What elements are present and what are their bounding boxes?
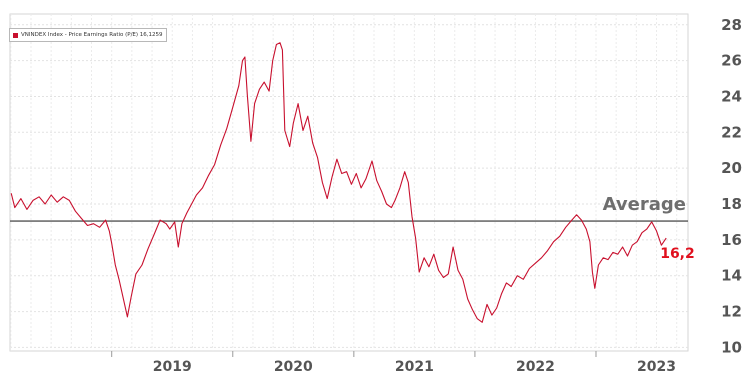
y-tick-label: 10 — [721, 338, 742, 356]
y-tick-label: 22 — [721, 123, 742, 141]
grid — [10, 14, 688, 351]
chart-legend: VNINDEX Index - Price Earnings Ratio (P/… — [9, 28, 167, 42]
x-tick-label: 2020 — [274, 359, 313, 375]
x-tick-label: 2022 — [516, 359, 555, 375]
series-line — [10, 42, 667, 323]
y-tick-label: 18 — [721, 195, 742, 213]
legend-swatch — [13, 32, 18, 38]
y-tick-label: 28 — [721, 16, 742, 34]
last-value-label: 16,2 — [660, 246, 695, 262]
y-tick-label: 26 — [721, 52, 742, 70]
x-tick-label: 2021 — [395, 359, 434, 375]
y-axis-ticks: 10 12 14 16 18 20 22 24 26 28 — [721, 16, 742, 357]
y-tick-label: 16 — [721, 231, 742, 249]
y-tick-label: 12 — [721, 303, 742, 321]
x-tick-label: 2023 — [637, 359, 676, 375]
legend-label: VNINDEX Index - Price Earnings Ratio (P/… — [21, 32, 163, 38]
y-tick-label: 24 — [721, 87, 742, 105]
y-tick-label: 14 — [721, 267, 742, 285]
average-label: Average — [603, 194, 686, 215]
x-axis-ticks: 2019 2020 2021 2022 2023 — [111, 351, 676, 375]
x-tick-label: 2019 — [153, 359, 192, 375]
y-tick-label: 20 — [721, 159, 742, 177]
